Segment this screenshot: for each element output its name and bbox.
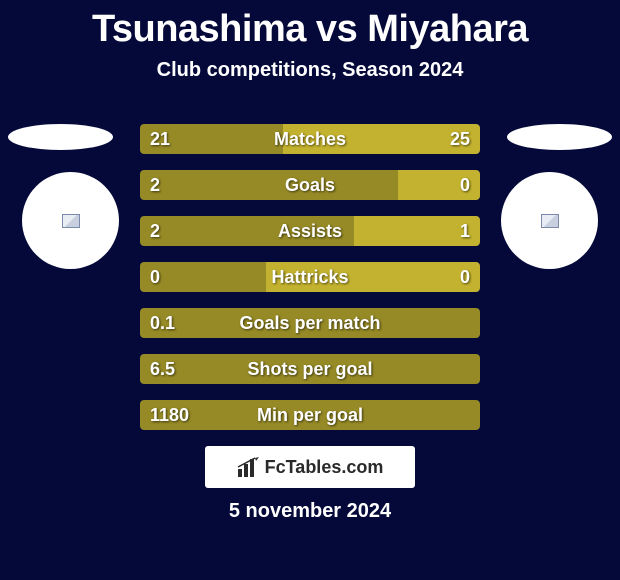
stats-chart: 2125Matches 20Goals 21Assists 00Hattricks 0.…: [140, 124, 480, 446]
stat-label: Matches: [140, 124, 480, 154]
image-placeholder-icon: [541, 214, 559, 228]
stat-label: Goals: [140, 170, 480, 200]
bars-icon: [237, 457, 261, 477]
stat-row: 0.1Goals per match: [140, 308, 480, 338]
player-avatar-right: [501, 172, 598, 269]
stat-label: Shots per goal: [140, 354, 480, 384]
stat-row: 6.5Shots per goal: [140, 354, 480, 384]
image-placeholder-icon: [62, 214, 80, 228]
stat-label: Assists: [140, 216, 480, 246]
stat-row: 20Goals: [140, 170, 480, 200]
stat-row: 21Assists: [140, 216, 480, 246]
logo-badge: FcTables.com: [205, 446, 415, 488]
page-title: Tsunashima vs Miyahara: [0, 0, 620, 51]
date-label: 5 november 2024: [0, 500, 620, 523]
player-avatar-left: [22, 172, 119, 269]
subtitle: Club competitions, Season 2024: [0, 59, 620, 82]
decor-ellipse-right: [507, 124, 612, 150]
stat-label: Hattricks: [140, 262, 480, 292]
stat-row: 1180Min per goal: [140, 400, 480, 430]
stat-row: 00Hattricks: [140, 262, 480, 292]
stat-label: Min per goal: [140, 400, 480, 430]
logo-text: FcTables.com: [265, 457, 384, 478]
stat-label: Goals per match: [140, 308, 480, 338]
stat-row: 2125Matches: [140, 124, 480, 154]
decor-ellipse-left: [8, 124, 113, 150]
